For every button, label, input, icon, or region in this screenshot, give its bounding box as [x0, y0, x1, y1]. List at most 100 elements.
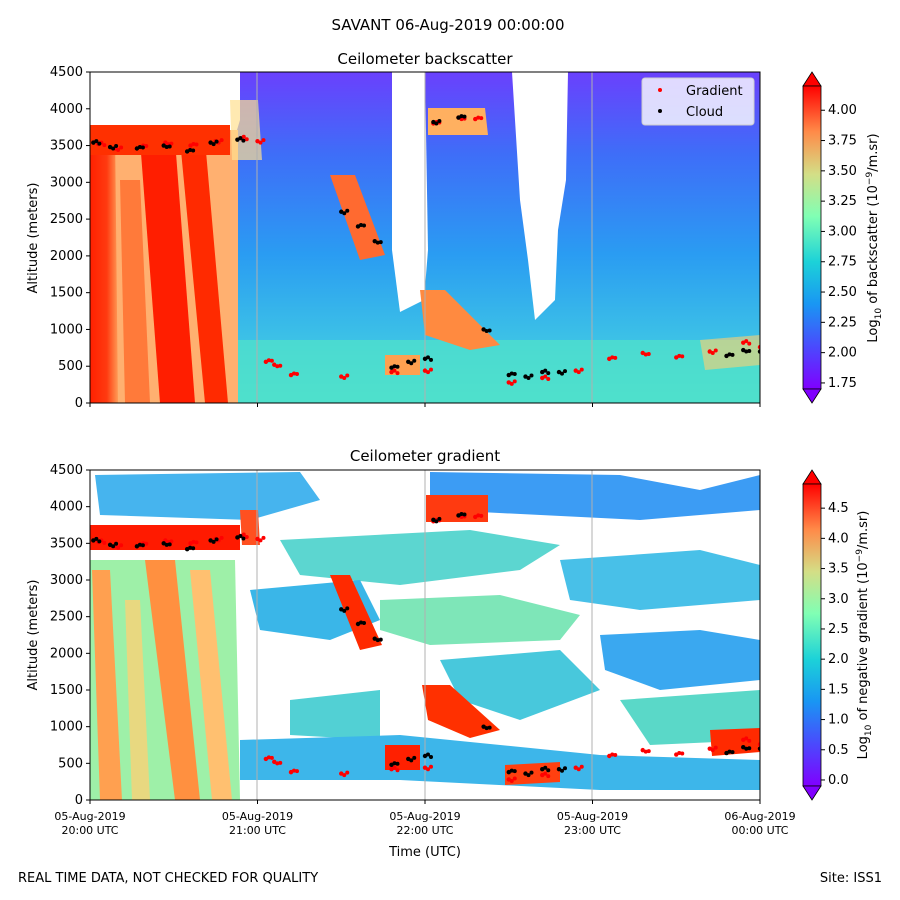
gradient-point — [342, 773, 347, 778]
cloud-point — [111, 146, 116, 151]
y-tick-label: 2500 — [50, 212, 83, 227]
cloud-point — [241, 536, 246, 541]
gradient-layer-6 — [600, 630, 760, 690]
cloud-point — [375, 240, 380, 245]
backscatter-x-ticks — [89, 403, 761, 407]
gradient-layer-3 — [280, 530, 560, 585]
gradient-point — [643, 749, 648, 754]
y-tick-label: 2000 — [50, 249, 83, 264]
y-tick-label: 1500 — [50, 286, 83, 301]
y-tick-label: 0 — [75, 793, 83, 808]
cloud-point — [392, 364, 397, 369]
colorbar-tick-label: 2.25 — [828, 315, 857, 330]
gradient-point — [546, 376, 551, 381]
cloud-point — [214, 537, 219, 542]
gradient-point — [426, 767, 430, 772]
colorbar-tick-label: 4.0 — [828, 531, 849, 546]
gradient-point — [395, 768, 400, 773]
gradient-red-1 — [330, 575, 382, 650]
gradient-ylabel: Altitude (meters) — [26, 580, 41, 691]
gradient-layer-5 — [380, 595, 580, 645]
gradient-y-ticks: 0 500 1000 1500 2000 2500 3000 3500 4000 4500 — [50, 463, 90, 808]
gradient-point — [144, 144, 149, 149]
gradient-point — [119, 543, 124, 548]
gradient-point — [613, 753, 618, 757]
cloud-point — [137, 542, 142, 547]
gradient-point — [710, 351, 715, 356]
cloud-point — [412, 755, 417, 760]
gradient-point — [426, 370, 430, 375]
cloud-point — [563, 766, 567, 771]
backscatter-patch-3 — [428, 108, 488, 135]
gradient-point — [543, 771, 548, 776]
cloud-point — [761, 745, 765, 749]
gradient-point — [102, 540, 107, 545]
gradient-point — [512, 379, 517, 384]
cloud-point — [462, 512, 467, 517]
cloud-point — [167, 542, 172, 547]
cloud-point — [512, 372, 517, 377]
cloud-point — [437, 119, 442, 124]
colorbar-tick-label: 2.50 — [828, 285, 857, 300]
y-tick-label: 3000 — [50, 573, 83, 588]
cloud-point — [140, 145, 145, 150]
cloud-point — [164, 145, 169, 150]
cloud-point — [459, 511, 464, 516]
cloud-point — [211, 142, 216, 147]
cloud-point — [167, 144, 172, 149]
cloud-point — [529, 770, 534, 775]
gradient-point — [576, 370, 581, 375]
backscatter-cap — [90, 72, 138, 132]
gradient-point — [275, 761, 280, 766]
y-tick-label: 3500 — [50, 536, 83, 551]
gradient-point — [169, 141, 174, 146]
backscatter-gap-1 — [392, 72, 428, 312]
x-tick-time: 21:00 UTC — [229, 824, 286, 837]
gradient-layer-8 — [440, 650, 600, 720]
cloud-point — [140, 543, 145, 548]
gradient-point — [241, 134, 246, 139]
backscatter-cap-2 — [150, 72, 222, 132]
backscatter-title: Ceilometer backscatter — [337, 50, 513, 68]
gradient-point — [292, 768, 296, 773]
gradient-point — [680, 354, 685, 359]
cloud-point — [429, 755, 433, 759]
gradient-point — [342, 376, 347, 381]
colorbar-gradient — [802, 85, 822, 390]
colorbar-tick-label: 2.5 — [828, 622, 849, 637]
colorbar-ticks: 1.75 2.00 2.25 2.50 2.75 3.00 3.25 3.50 3.75 4.00 — [821, 103, 857, 391]
gradient-xlabel: Time (UTC) — [388, 845, 461, 860]
gradient-point — [241, 532, 246, 537]
gradient-point — [269, 755, 274, 760]
cloud-point — [560, 371, 564, 376]
gradient-point — [392, 765, 397, 770]
footer-quality-note: REAL TIME DATA, NOT CHECKED FOR QUALITY — [18, 871, 318, 886]
cloud-point — [543, 765, 548, 770]
gradient-point — [761, 347, 765, 351]
gradient-point — [261, 138, 266, 143]
y-tick-label: 4000 — [50, 500, 83, 515]
x-tick-date: 05-Aug-2019 — [222, 810, 293, 823]
cloud-point — [359, 620, 363, 625]
gradient-point — [476, 513, 481, 518]
gradient-red-2 — [426, 495, 488, 522]
gradient-gridlines — [256, 470, 593, 800]
cloud-point — [395, 364, 400, 369]
backscatter-plume-3 — [180, 140, 228, 403]
y-tick-label: 500 — [58, 359, 83, 374]
cloud-point — [94, 536, 99, 541]
backscatter-ylabel: Altitude (meters) — [26, 183, 41, 294]
cloud-point — [487, 328, 492, 333]
backscatter-colorbar: 1.75 2.00 2.25 2.50 2.75 3.00 3.25 3.50 3.75 4.00… — [802, 71, 884, 404]
y-tick-label: 2000 — [50, 646, 83, 661]
backscatter-plume-4 — [120, 180, 150, 403]
cloud-point — [97, 141, 102, 146]
y-tick-label: 1500 — [50, 683, 83, 698]
colorbar-tick-label: 0.0 — [828, 773, 849, 788]
cloud-point — [459, 114, 464, 119]
colorbar-ticks: 0.0 0.5 1.0 1.5 2.0 2.5 3.0 3.5 4.0 4.5 — [821, 501, 849, 788]
gradient-point — [429, 764, 433, 769]
cloud-point — [392, 761, 397, 766]
y-tick-label: 1000 — [50, 322, 83, 337]
